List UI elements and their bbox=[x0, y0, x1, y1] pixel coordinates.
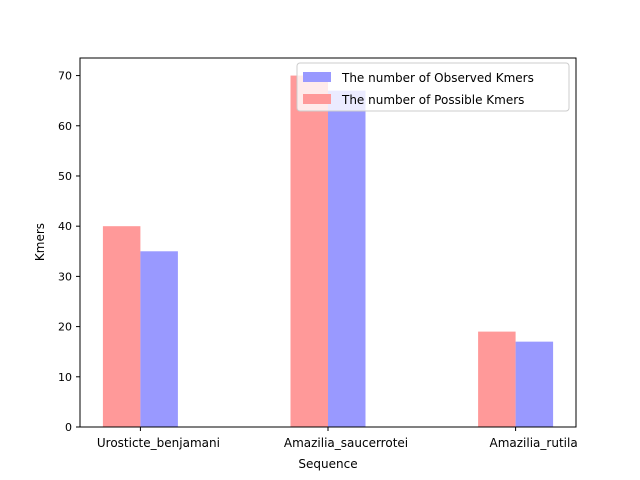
x-tick-label: Amazilia_rutila bbox=[490, 436, 578, 450]
legend-swatch bbox=[303, 72, 331, 82]
bar-observed-2 bbox=[515, 341, 554, 427]
legend-box bbox=[296, 62, 570, 112]
x-tick-label: Amazilia_saucerrotei bbox=[284, 436, 408, 450]
bars-layer bbox=[102, 75, 554, 428]
x-tick-label: Urosticte_benjamani bbox=[97, 436, 220, 450]
bar-observed-1 bbox=[328, 90, 366, 427]
legend: The number of Observed Kmers The number o… bbox=[296, 62, 570, 112]
bar-possible-0 bbox=[102, 226, 141, 427]
bar-observed-0 bbox=[140, 251, 178, 427]
legend-swatch bbox=[303, 94, 331, 104]
y-tick-label: 40 bbox=[58, 220, 72, 233]
bar-possible-1 bbox=[290, 75, 328, 428]
axes-layer: 0 10 20 30 40 50 60 70 Urosticte_benjamani Amazil… bbox=[58, 57, 578, 450]
y-tick-label: 0 bbox=[65, 421, 72, 434]
y-tick-label: 70 bbox=[58, 70, 72, 83]
y-tick-label: 20 bbox=[58, 321, 72, 334]
y-tick-label: 10 bbox=[58, 371, 72, 384]
y-tick-label: 30 bbox=[58, 270, 72, 283]
x-axis-label: Sequence bbox=[298, 457, 357, 471]
legend-label: The number of Observed Kmers bbox=[341, 71, 534, 85]
bar-possible-2 bbox=[478, 331, 516, 427]
y-tick-label: 60 bbox=[58, 120, 72, 133]
y-tick-label: 50 bbox=[58, 170, 72, 183]
legend-label: The number of Possible Kmers bbox=[341, 93, 524, 107]
y-axis-label: Kmers bbox=[33, 223, 47, 261]
